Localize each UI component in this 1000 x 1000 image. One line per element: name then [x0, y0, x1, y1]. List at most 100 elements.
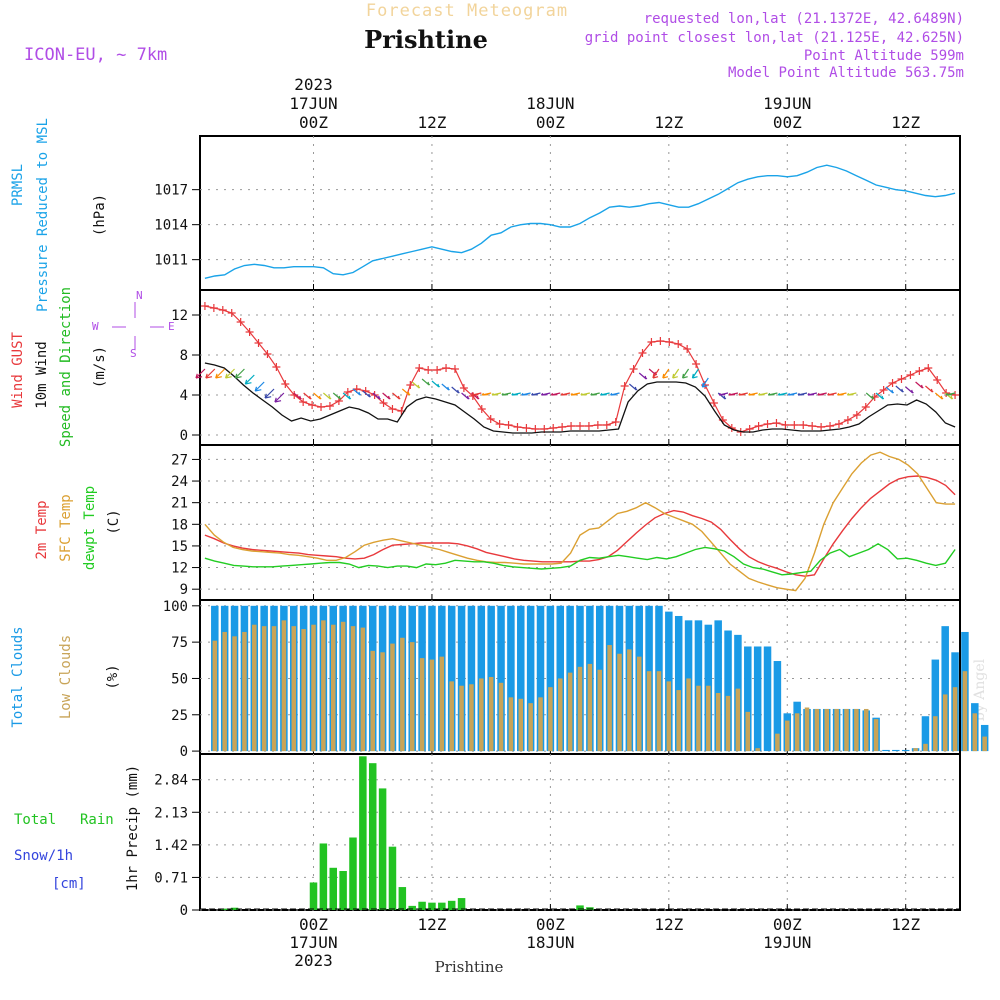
gust-point — [942, 389, 951, 397]
low-cloud-bar — [508, 697, 514, 752]
gust-point — [888, 379, 897, 387]
total-cloud-bar — [901, 749, 910, 752]
ytick-label-precip: 1.42 — [154, 838, 188, 854]
wind-direction-arrow — [461, 392, 470, 400]
wind-direction-arrow — [392, 392, 401, 400]
wind-direction-arrow — [570, 392, 581, 396]
gust-point — [638, 349, 647, 357]
wind-direction-arrow — [827, 392, 837, 396]
gust-point — [200, 302, 209, 310]
rain-bar — [447, 900, 456, 910]
gust-point — [834, 420, 843, 428]
ytick-label-clouds: 100 — [163, 599, 188, 615]
wind-direction-arrow — [662, 368, 670, 379]
wind-direction-arrow — [681, 368, 690, 379]
low-cloud-bar — [400, 637, 405, 752]
low-cloud-bar — [804, 707, 810, 752]
gust-point — [915, 367, 924, 375]
ytick-label-clouds: 50 — [171, 671, 188, 687]
wind-direction-arrow — [521, 392, 531, 396]
gust-point — [245, 328, 254, 336]
rain-bar — [438, 902, 446, 910]
top-time-label: 17JUN — [289, 94, 337, 113]
gust-point — [477, 405, 486, 413]
wind-direction-arrow — [610, 392, 620, 396]
top-time-label: 00Z — [773, 113, 802, 132]
temp-line-sfc-temp — [204, 451, 956, 592]
low-cloud-bar — [617, 653, 622, 752]
total-cloud-bar — [674, 615, 683, 752]
wind-direction-arrow — [895, 385, 904, 393]
wind-direction-arrow — [332, 392, 342, 400]
wind-direction-arrow — [471, 392, 482, 396]
gust-point — [504, 421, 513, 429]
wind-direction-arrow — [540, 392, 551, 396]
low-cloud-bar — [933, 716, 938, 752]
top-time-label: 2023 — [294, 75, 333, 94]
label-c: (C) — [106, 509, 122, 534]
wind-direction-arrow — [718, 392, 729, 396]
wind-direction-arrow — [313, 392, 322, 400]
total-cloud-bar — [546, 605, 555, 752]
wind-direction-arrow — [224, 368, 235, 379]
gust-point — [379, 399, 388, 407]
gust-point — [674, 340, 683, 348]
compass-w: W — [92, 320, 99, 333]
gust-point — [272, 363, 281, 371]
chart-subtitle: Forecast Meteogram — [366, 1, 568, 21]
low-cloud-bar — [696, 685, 701, 752]
total-cloud-bar — [753, 646, 762, 752]
wind-direction-arrow — [638, 372, 648, 380]
total-cloud-bar — [507, 605, 515, 752]
low-cloud-bar — [340, 621, 346, 752]
temp-line-2m-temp — [204, 475, 956, 577]
gust-point — [951, 391, 960, 399]
total-cloud-bar — [714, 620, 722, 752]
wind-direction-arrow — [672, 368, 680, 379]
label-sfc-temp: SFC Temp — [58, 494, 74, 561]
bottom-time-label: 00Z — [299, 915, 328, 934]
gust-point — [861, 403, 870, 411]
ytick-label-wind: 12 — [171, 308, 188, 324]
bottom-time-label: 19JUN — [763, 933, 811, 952]
gust-point — [415, 364, 424, 372]
low-cloud-bar — [488, 677, 494, 752]
wind-direction-arrow — [303, 392, 312, 400]
model-point-altitude: Model Point Altitude 563.75m — [728, 65, 964, 81]
low-cloud-bar — [952, 687, 958, 752]
wind-direction-arrow — [875, 392, 885, 400]
total-cloud-bar — [724, 630, 732, 752]
pressure-line — [204, 164, 956, 279]
low-cloud-bar — [212, 640, 218, 752]
point-altitude: Point Altitude 599m — [804, 48, 964, 64]
wind-direction-arrow — [501, 392, 512, 396]
gust-point — [263, 350, 272, 358]
gust-point — [772, 419, 781, 427]
low-cloud-bar — [271, 626, 277, 752]
ytick-label-temperature: 12 — [171, 561, 188, 577]
footer-location: Prishtine — [435, 958, 504, 976]
rain-bar — [457, 898, 466, 910]
gust-point — [629, 365, 638, 373]
gust-point — [531, 425, 540, 433]
top-time-label: 12Z — [654, 113, 683, 132]
compass-rose-icon — [112, 302, 164, 350]
bottom-time-label: 17JUN — [289, 933, 337, 952]
wind-direction-arrow — [451, 386, 460, 394]
gust-point — [817, 423, 826, 431]
label-cm: [cm] — [52, 876, 86, 892]
total-cloud-bar — [457, 605, 466, 752]
low-cloud-bar — [567, 672, 573, 752]
gust-point — [826, 422, 835, 430]
total-cloud-bar — [447, 605, 456, 752]
total-cloud-bar — [892, 749, 900, 752]
low-cloud-bar — [824, 708, 830, 752]
rain-bar — [220, 908, 229, 910]
gust-point — [299, 398, 308, 406]
wind-direction-arrow — [372, 392, 381, 400]
low-cloud-bar — [636, 656, 642, 752]
wind-direction-arrow — [205, 368, 216, 379]
rain-bar — [398, 887, 407, 910]
rain-bar — [339, 871, 347, 910]
gust-point — [209, 304, 218, 312]
